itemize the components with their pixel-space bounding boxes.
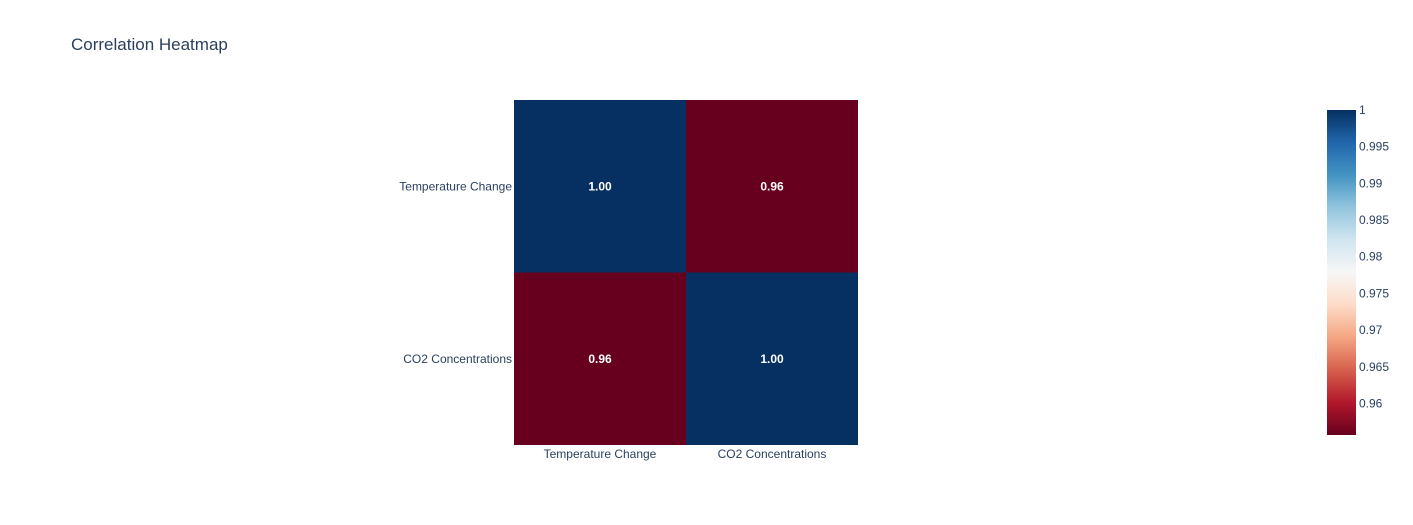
colorbar-tick-label: 1: [1359, 103, 1366, 117]
y-axis-tick-label: Temperature Change: [399, 179, 512, 193]
colorbar: 1 0.995 0.99 0.985 0.98 0.975 0.97 0.965 0.96: [1327, 103, 1389, 435]
x-axis-tick-labels: Temperature Change CO2 Concentrations: [544, 447, 827, 461]
colorbar-tick-labels: 1 0.995 0.99 0.985 0.98 0.975 0.97 0.965 0.96: [1359, 103, 1389, 410]
heatmap-cell: [514, 100, 686, 273]
heatmap-cell-label: 0.96: [588, 352, 612, 366]
colorbar-tick-label: 0.98: [1359, 250, 1383, 264]
x-axis-tick-label: CO2 Concentrations: [718, 447, 827, 461]
y-axis-tick-labels: Temperature Change CO2 Concentrations: [399, 179, 512, 366]
colorbar-tick-label: 0.99: [1359, 176, 1383, 190]
colorbar-tick-label: 0.975: [1359, 286, 1389, 300]
heatmap-cell: [686, 100, 858, 273]
colorbar-tick-label: 0.965: [1359, 360, 1389, 374]
heatmap-cell-label: 1.00: [588, 179, 612, 193]
colorbar-gradient: [1327, 110, 1356, 435]
colorbar-tick-label: 0.995: [1359, 140, 1389, 154]
heatmap-cells: [514, 100, 858, 445]
y-axis-tick-label: CO2 Concentrations: [403, 352, 512, 366]
colorbar-tick-label: 0.985: [1359, 213, 1389, 227]
chart-title: Correlation Heatmap: [71, 35, 228, 54]
heatmap-cell-label: 0.96: [760, 179, 784, 193]
colorbar-tick-label: 0.97: [1359, 323, 1383, 337]
heatmap-cell: [514, 272, 686, 445]
colorbar-tick-label: 0.96: [1359, 396, 1383, 410]
x-axis-tick-label: Temperature Change: [544, 447, 657, 461]
heatmap-cell: [686, 272, 858, 445]
heatmap-cell-label: 1.00: [760, 352, 784, 366]
heatmap-cell-labels: 1.00 0.96 0.96 1.00: [588, 179, 784, 366]
